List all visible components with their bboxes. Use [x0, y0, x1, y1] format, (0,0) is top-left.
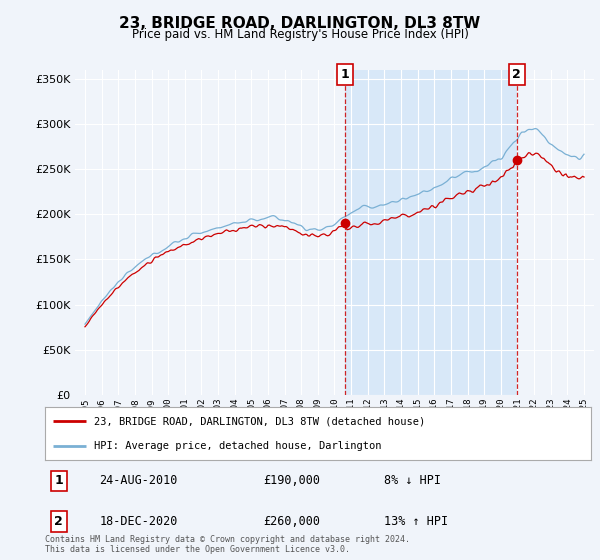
Text: £190,000: £190,000 — [263, 474, 320, 488]
Text: £260,000: £260,000 — [263, 515, 320, 528]
Text: 23, BRIDGE ROAD, DARLINGTON, DL3 8TW: 23, BRIDGE ROAD, DARLINGTON, DL3 8TW — [119, 16, 481, 31]
Text: 1: 1 — [341, 68, 350, 81]
Text: HPI: Average price, detached house, Darlington: HPI: Average price, detached house, Darl… — [94, 441, 382, 451]
Text: Price paid vs. HM Land Registry's House Price Index (HPI): Price paid vs. HM Land Registry's House … — [131, 28, 469, 41]
Text: 24-AUG-2010: 24-AUG-2010 — [100, 474, 178, 488]
Bar — [346, 70, 517, 395]
Text: 13% ↑ HPI: 13% ↑ HPI — [383, 515, 448, 528]
Text: 2: 2 — [512, 68, 521, 81]
Text: 2: 2 — [54, 515, 63, 528]
Text: 1: 1 — [54, 474, 63, 488]
Text: 23, BRIDGE ROAD, DARLINGTON, DL3 8TW (detached house): 23, BRIDGE ROAD, DARLINGTON, DL3 8TW (de… — [94, 417, 425, 427]
Text: 18-DEC-2020: 18-DEC-2020 — [100, 515, 178, 528]
Text: 8% ↓ HPI: 8% ↓ HPI — [383, 474, 440, 488]
Text: Contains HM Land Registry data © Crown copyright and database right 2024.
This d: Contains HM Land Registry data © Crown c… — [45, 535, 410, 554]
